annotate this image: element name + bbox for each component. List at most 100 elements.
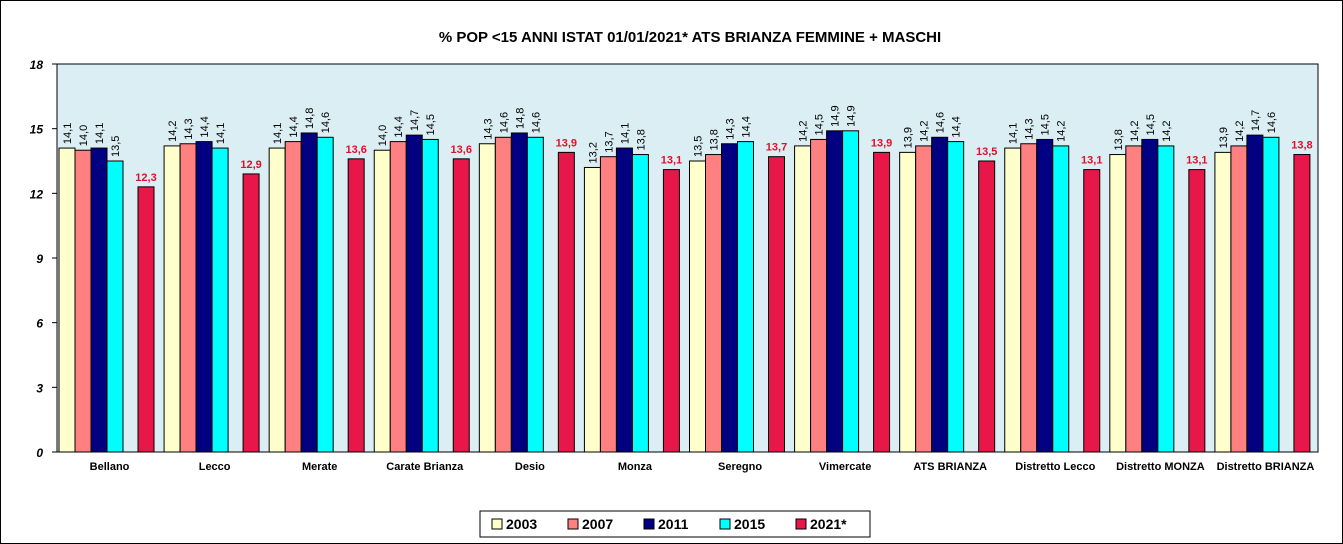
- x-tick-label: Merate: [302, 461, 337, 473]
- bar: [1230, 145, 1248, 453]
- data-label: 14,6: [530, 112, 542, 133]
- bar: [1004, 147, 1022, 453]
- bar: [452, 158, 470, 453]
- y-tick-label: 0: [36, 446, 43, 460]
- bar: [1020, 143, 1038, 453]
- bar: [389, 141, 407, 453]
- data-label: 14,4: [393, 116, 405, 137]
- x-tick-label: Distretto BRIANZA: [1217, 461, 1315, 473]
- data-label: 14,5: [425, 114, 437, 135]
- y-tick-label: 15: [30, 123, 44, 137]
- data-label: 14,8: [304, 108, 316, 129]
- y-tick-label: 12: [30, 187, 44, 201]
- chart-title: % POP <15 ANNI ISTAT 01/01/2021* ATS BRI…: [439, 29, 941, 46]
- data-label: 14,3: [183, 118, 195, 139]
- data-label: 14,1: [619, 123, 631, 144]
- bar: [163, 145, 181, 453]
- bar: [931, 136, 949, 453]
- legend-label: 2015: [734, 516, 765, 532]
- bar: [90, 147, 108, 453]
- bar: [195, 141, 213, 453]
- x-tick-label: Lecco: [199, 461, 231, 473]
- data-label: 14,0: [377, 125, 389, 146]
- data-label: 14,2: [798, 120, 810, 141]
- bar: [106, 160, 124, 453]
- data-label: 14,0: [78, 125, 90, 146]
- data-label: 14,4: [288, 116, 300, 137]
- data-label: 14,5: [814, 114, 826, 135]
- legend-label: 2003: [506, 516, 537, 532]
- data-label: 14,9: [830, 105, 842, 126]
- data-label: 13,9: [871, 137, 892, 149]
- bar: [1109, 154, 1127, 453]
- data-label: 14,4: [951, 116, 963, 137]
- bar: [705, 154, 722, 453]
- bar: [1188, 169, 1206, 453]
- data-label: 13,7: [766, 142, 787, 154]
- y-tick-label: 18: [30, 58, 44, 72]
- data-label: 14,8: [514, 108, 526, 129]
- bar: [873, 151, 891, 453]
- x-tick-label: Monza: [618, 461, 653, 473]
- data-label: 13,2: [587, 142, 599, 163]
- legend-swatch: [491, 518, 503, 530]
- bar: [179, 143, 197, 453]
- data-label: 14,1: [272, 123, 284, 144]
- data-label: 13,7: [603, 131, 615, 152]
- data-label: 14,6: [320, 112, 332, 133]
- x-tick-label: Distretto MONZA: [1116, 461, 1205, 473]
- data-label: 14,1: [94, 123, 106, 144]
- data-label: 14,2: [919, 120, 931, 141]
- bar: [662, 169, 680, 453]
- data-label: 14,3: [482, 118, 494, 139]
- bar: [810, 138, 828, 453]
- data-label: 12,3: [135, 172, 156, 184]
- data-label: 14,4: [199, 116, 211, 137]
- legend-swatch: [643, 518, 655, 530]
- bar: [842, 130, 860, 453]
- legend-label: 2007: [582, 516, 613, 532]
- bar: [268, 147, 286, 453]
- bar: [421, 138, 439, 453]
- data-label: 14,1: [1008, 123, 1020, 144]
- data-label: 13,9: [1218, 127, 1230, 148]
- legend-swatch: [795, 518, 807, 530]
- data-label: 14,9: [846, 105, 858, 126]
- data-label: 13,8: [709, 129, 721, 150]
- data-label: 14,6: [498, 112, 510, 133]
- data-label: 13,1: [1081, 155, 1102, 167]
- data-label: 14,2: [1234, 120, 1246, 141]
- data-label: 13,6: [451, 144, 472, 156]
- x-tick-label: Carate Brianza: [386, 461, 464, 473]
- bar: [768, 156, 785, 453]
- data-label: 14,7: [1250, 110, 1262, 131]
- bar: [58, 147, 76, 453]
- data-label: 14,6: [935, 112, 947, 133]
- bar: [494, 136, 512, 453]
- bar: [1293, 154, 1311, 453]
- bar: [211, 147, 229, 453]
- bar: [583, 166, 601, 453]
- x-tick-label: Bellano: [90, 461, 130, 473]
- data-label: 13,1: [661, 155, 682, 167]
- x-tick-label: Distretto Lecco: [1015, 461, 1095, 473]
- data-label: 14,2: [1056, 120, 1068, 141]
- y-tick-label: 3: [36, 381, 43, 395]
- data-label: 14,5: [1040, 114, 1052, 135]
- bar: [721, 143, 738, 453]
- bar: [1214, 151, 1232, 453]
- data-label: 14,6: [1266, 112, 1278, 133]
- bar: [631, 154, 649, 453]
- data-label: 14,7: [409, 110, 421, 131]
- data-label: 14,3: [1024, 118, 1036, 139]
- bar: [137, 186, 155, 453]
- bar: [1052, 145, 1070, 453]
- bar: [405, 134, 423, 453]
- bar: [978, 160, 996, 453]
- bar: [526, 136, 544, 453]
- bar: [1083, 169, 1101, 453]
- bar: [1036, 138, 1054, 453]
- bar: [557, 151, 575, 453]
- x-tick-label: Desio: [515, 461, 545, 473]
